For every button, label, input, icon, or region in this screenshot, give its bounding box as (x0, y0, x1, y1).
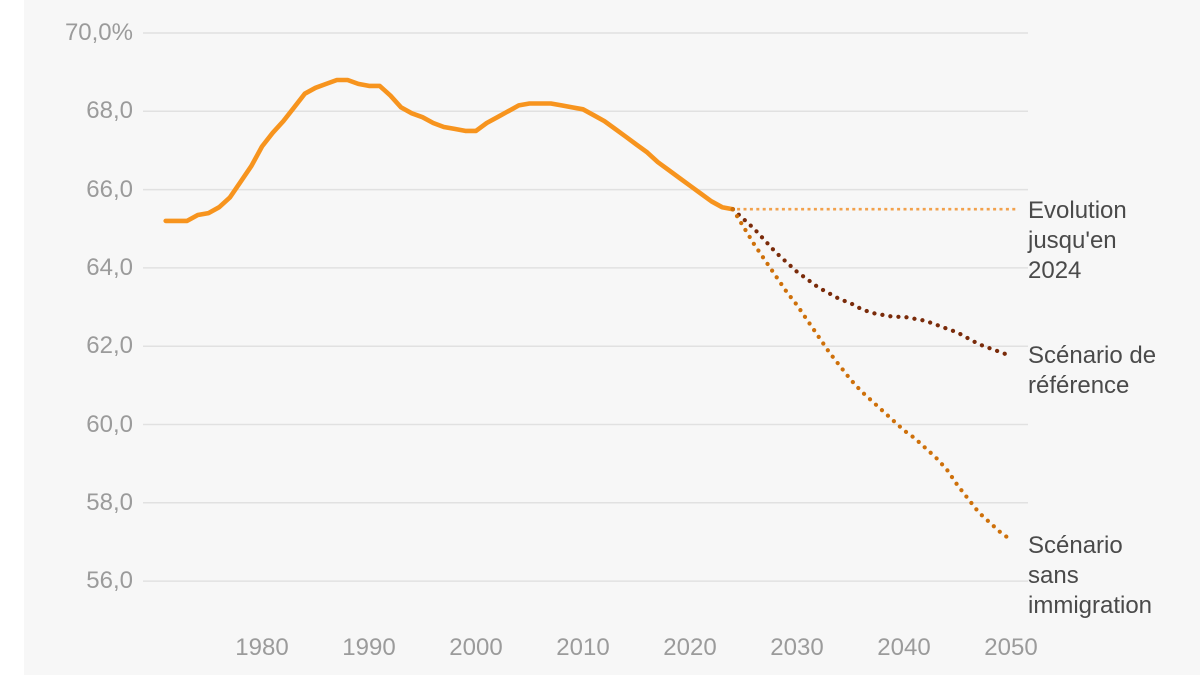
legend-no-immigration-scenario: Scénario sans immigration (1028, 532, 1153, 619)
x-tick-1990: 1990 (342, 634, 396, 661)
series-no-immigration-scenario-line (730, 207, 1014, 543)
x-tick-2010: 2010 (556, 634, 610, 661)
legend-reference-scenario: Scénario de référence (1028, 342, 1157, 399)
chart-background (24, 0, 1200, 675)
x-tick-2040: 2040 (877, 634, 931, 661)
y-tick-68: 68,0 (86, 97, 133, 124)
x-tick-2000: 2000 (449, 634, 503, 661)
series-evolution-line (163, 77, 736, 224)
y-tick-66: 66,0 (86, 176, 133, 203)
x-tick-1980: 1980 (235, 634, 289, 661)
y-tick-58: 58,0 (86, 489, 133, 516)
y-tick-60: 60,0 (86, 411, 133, 438)
y-tick-70: 70,0% (64, 19, 133, 46)
x-tick-2050: 2050 (984, 634, 1038, 661)
y-tick-64: 64,0 (86, 254, 133, 281)
x-tick-2020: 2020 (663, 634, 717, 661)
gridlines (143, 32, 1028, 582)
legend-evolution-2024: Evolution jusqu'en 2024 (1028, 197, 1127, 284)
y-tick-56: 56,0 (86, 567, 133, 594)
x-tick-2030: 2030 (770, 634, 824, 661)
series-reference-scenario-line (730, 207, 1014, 359)
y-tick-62: 62,0 (86, 332, 133, 359)
